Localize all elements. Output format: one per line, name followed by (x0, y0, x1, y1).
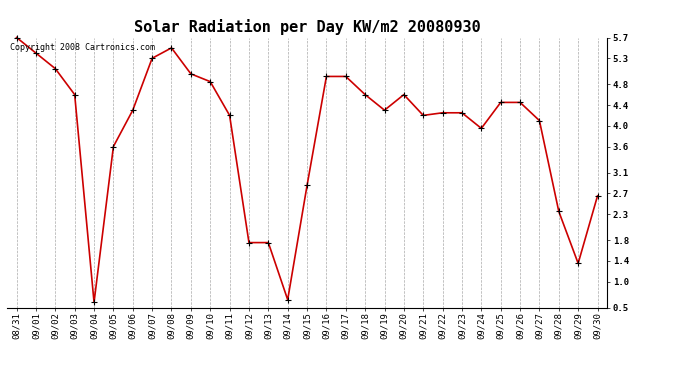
Title: Solar Radiation per Day KW/m2 20080930: Solar Radiation per Day KW/m2 20080930 (134, 19, 480, 35)
Text: Copyright 2008 Cartronics.com: Copyright 2008 Cartronics.com (10, 43, 155, 52)
